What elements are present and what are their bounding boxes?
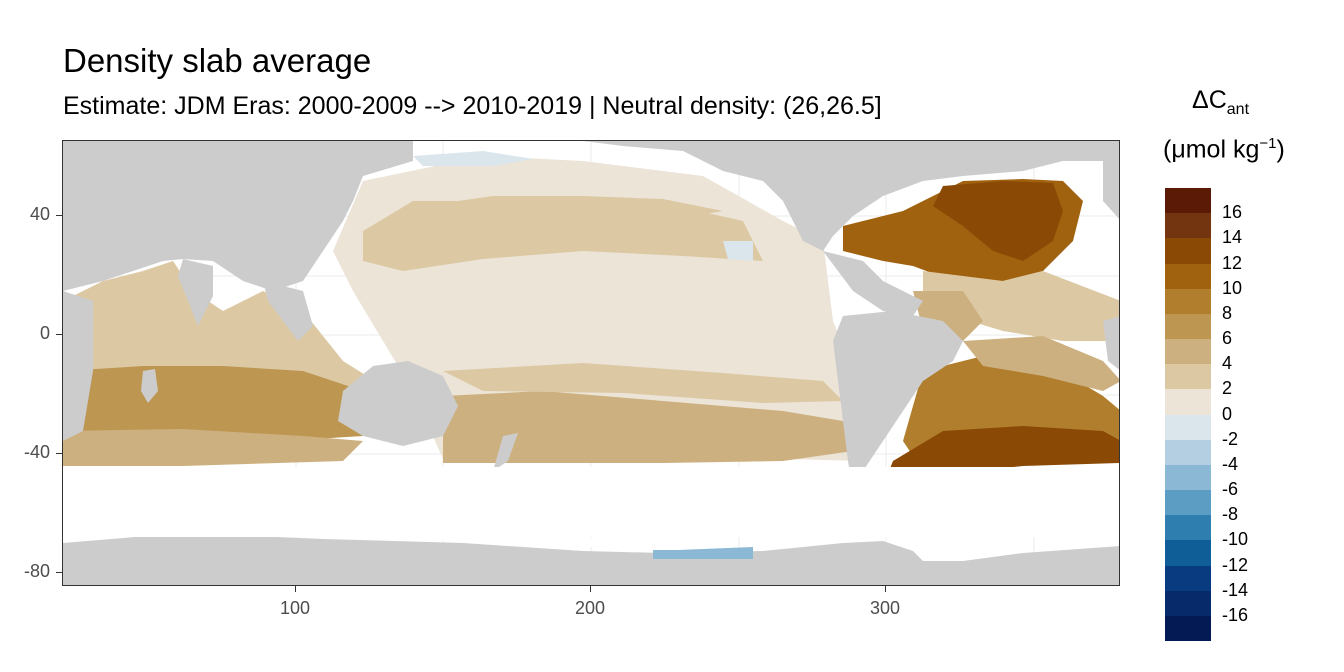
map-svg bbox=[63, 141, 1119, 585]
x-tick-label-200: 200 bbox=[574, 598, 606, 618]
land-north-america bbox=[583, 141, 1119, 251]
legend-swatch bbox=[1165, 313, 1211, 340]
y-tick-label-neg80: -80 bbox=[23, 561, 50, 581]
legend-label: -14 bbox=[1222, 579, 1249, 600]
legend-label: 4 bbox=[1222, 353, 1233, 374]
legend-swatch bbox=[1165, 263, 1211, 290]
legend-swatch bbox=[1165, 515, 1211, 541]
southern-ocean-no-data bbox=[63, 467, 1119, 537]
x-tick-100 bbox=[295, 586, 296, 592]
y-tick-label-40: 40 bbox=[29, 204, 50, 224]
x-tick-200 bbox=[590, 586, 591, 592]
indian-south-band-2 bbox=[63, 429, 363, 466]
bering-negative-patch bbox=[413, 151, 533, 166]
south-pacific-upper bbox=[443, 363, 843, 403]
plot-title: Density slab average bbox=[63, 42, 372, 79]
legend-unit-close: ) bbox=[1276, 135, 1285, 164]
legend-unit: (μmol kg−1) bbox=[1163, 135, 1285, 164]
legend-swatch bbox=[1165, 188, 1211, 214]
legend-label: 0 bbox=[1222, 403, 1233, 424]
legend-swatch bbox=[1165, 565, 1211, 592]
legend-swatch bbox=[1165, 464, 1211, 491]
legend-unit-sup: −1 bbox=[1259, 135, 1277, 152]
legend-title-main: ΔC bbox=[1192, 86, 1227, 114]
legend-label: -2 bbox=[1222, 428, 1239, 449]
map-panel bbox=[62, 140, 1120, 586]
y-tick-40 bbox=[56, 215, 62, 216]
land-south-america bbox=[833, 311, 963, 491]
legend-label: 2 bbox=[1222, 378, 1233, 399]
x-tick-label-100: 100 bbox=[279, 598, 311, 618]
tropical-atlantic bbox=[923, 271, 1119, 341]
legend-label: -12 bbox=[1222, 554, 1249, 575]
legend-swatch bbox=[1165, 590, 1211, 617]
land-madagascar bbox=[141, 369, 158, 403]
legend-label: 10 bbox=[1222, 277, 1243, 298]
legend-swatch bbox=[1165, 439, 1211, 466]
legend-swatch bbox=[1165, 288, 1211, 315]
land-antarctica bbox=[63, 533, 1119, 585]
y-tick-neg80 bbox=[56, 572, 62, 573]
legend-swatch bbox=[1165, 389, 1211, 415]
legend-label: 6 bbox=[1222, 328, 1233, 348]
y-tick-label-neg40: -40 bbox=[23, 442, 50, 462]
x-tick-300 bbox=[885, 586, 886, 592]
land-east-africa bbox=[63, 291, 93, 441]
north-pacific-upper bbox=[423, 196, 723, 221]
legend-label: -10 bbox=[1222, 529, 1249, 550]
legend-swatch bbox=[1165, 364, 1211, 390]
legend-title: ΔCant bbox=[1192, 86, 1249, 119]
north-atlantic-core bbox=[933, 181, 1063, 261]
legend-label: 8 bbox=[1222, 302, 1233, 323]
legend-label: -8 bbox=[1222, 504, 1239, 525]
land-india bbox=[178, 259, 213, 326]
south-pacific-band bbox=[443, 391, 853, 463]
x-tick-label-300: 300 bbox=[869, 598, 901, 618]
legend-swatch bbox=[1165, 490, 1211, 516]
plot-subtitle: Estimate: JDM Eras: 2000-2009 --> 2010-2… bbox=[63, 92, 882, 120]
land-southeast-asia bbox=[263, 281, 313, 341]
legend-unit-open: (μmol kg bbox=[1163, 135, 1260, 164]
y-tick-neg40 bbox=[56, 453, 62, 454]
legend-label: -4 bbox=[1222, 453, 1239, 474]
legend-label: 14 bbox=[1222, 227, 1243, 248]
y-tick-0 bbox=[56, 334, 62, 335]
land-eurasia bbox=[63, 141, 413, 291]
legend-swatch bbox=[1165, 414, 1211, 441]
land-africa-east-edge bbox=[1103, 316, 1119, 370]
legend-swatch bbox=[1165, 615, 1211, 642]
land-greenland bbox=[1103, 146, 1119, 219]
legend-swatch bbox=[1165, 339, 1211, 365]
antarctic-strip-redraw bbox=[653, 550, 753, 559]
north-pacific-negative-patch bbox=[723, 241, 753, 261]
legend-colorbar bbox=[1165, 188, 1211, 642]
land-masses bbox=[63, 141, 1119, 585]
legend-label: 16 bbox=[1222, 202, 1243, 223]
land-new-zealand bbox=[493, 433, 518, 471]
y-tick-label-0: 0 bbox=[39, 323, 50, 343]
south-atlantic-upper bbox=[963, 336, 1119, 391]
legend-title-sub: ant bbox=[1226, 101, 1250, 118]
legend-label: -6 bbox=[1222, 479, 1239, 499]
legend-swatch bbox=[1165, 213, 1211, 239]
land-central-america bbox=[823, 251, 923, 316]
legend-label: -16 bbox=[1222, 604, 1249, 625]
southern-ocean-no-data-lower bbox=[63, 533, 663, 549]
legend-swatch bbox=[1165, 540, 1211, 566]
legend-swatch bbox=[1165, 238, 1211, 264]
land-australia bbox=[338, 361, 458, 446]
legend-label: 12 bbox=[1222, 252, 1243, 273]
